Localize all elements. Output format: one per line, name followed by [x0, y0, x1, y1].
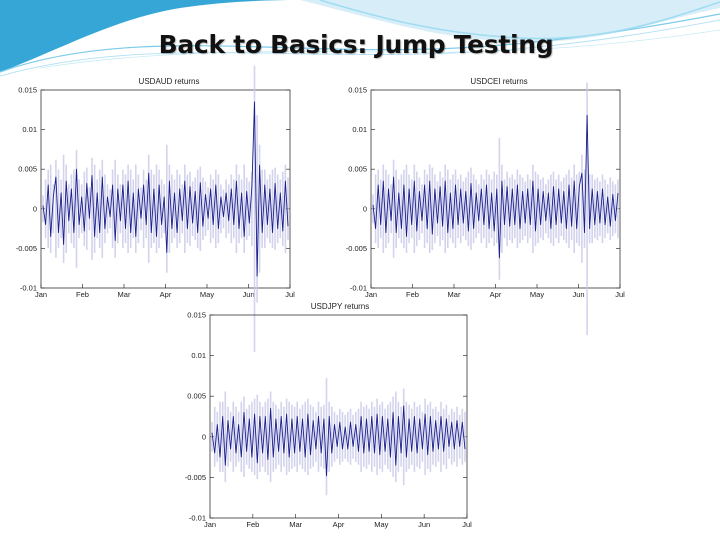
series-group	[42, 65, 289, 352]
y-tick-label: 0	[202, 432, 206, 441]
x-tick-label: Jun	[572, 290, 584, 299]
y-tick-label: 0.005	[348, 165, 367, 174]
series-group	[372, 82, 619, 336]
y-tick-label: -0.01	[20, 284, 37, 293]
x-tick-label: Mar	[448, 290, 461, 299]
y-tick-label: 0	[363, 204, 367, 213]
y-tick-label: 0.01	[191, 351, 206, 360]
chart-usdjpy: USDJPY returns 0.015 0.01 0.005 0 -0.005 -0.0…	[185, 302, 472, 530]
x-tick-label: Jul	[615, 290, 625, 299]
x-tick-label: Jul	[462, 520, 472, 529]
x-tick-label: Jan	[365, 290, 377, 299]
y-tick-label: -0.005	[16, 244, 37, 253]
x-tick-label: Jun	[418, 520, 430, 529]
y-tick-label: 0.015	[18, 86, 37, 95]
slide-title: Back to Basics: Jump Testing	[158, 30, 554, 59]
x-tick-label: Jun	[242, 290, 254, 299]
y-tick-label: -0.01	[350, 284, 367, 293]
x-tick-label: Mar	[289, 520, 302, 529]
y-tick-label: 0.015	[187, 311, 206, 320]
series-group	[211, 378, 466, 496]
y-tick-label: -0.01	[189, 514, 206, 523]
y-tick-label: 0.015	[348, 86, 367, 95]
series-line	[211, 405, 466, 477]
y-tick-label: -0.005	[346, 244, 367, 253]
chart-usdcei: USDCEI returns 0.015 0.01 0.005 0 -0.005 -0.0…	[346, 77, 625, 336]
y-tick-label: 0.005	[18, 165, 37, 174]
x-tick-label: May	[374, 520, 388, 529]
chart-panel-usdcei: USDCEI returns 0.015 0.01 0.005 0 -0.005 -0.0…	[334, 76, 634, 336]
x-tick-label: Jul	[285, 290, 295, 299]
x-tick-label: Apr	[490, 290, 502, 299]
header-swoosh-decoration	[0, 0, 720, 77]
chart-title: USDAUD returns	[139, 77, 200, 86]
y-tick-label: 0	[33, 204, 37, 213]
x-tick-label: May	[530, 290, 544, 299]
y-tick-label: 0.01	[352, 125, 367, 134]
series-noise-band	[211, 378, 466, 496]
x-tick-label: Jan	[204, 520, 216, 529]
x-tick-label: Jan	[35, 290, 47, 299]
x-tick-label: Apr	[333, 520, 345, 529]
chart-usdaud: USDAUD returns 0.015 0.01 0.005 0 -0.005 -0.0…	[16, 65, 295, 352]
series-line	[42, 101, 289, 277]
y-tick-label: 0.01	[22, 125, 37, 134]
chart-title: USDCEI returns	[470, 77, 527, 86]
x-tick-label: May	[200, 290, 214, 299]
y-tick-label: -0.005	[185, 473, 206, 482]
chart-panel-usdjpy: USDJPY returns 0.015 0.01 0.005 0 -0.005 -0.0…	[175, 299, 475, 529]
y-tick-label: 0.005	[187, 392, 206, 401]
x-tick-label: Apr	[160, 290, 172, 299]
series-line	[372, 114, 619, 259]
x-tick-label: Mar	[118, 290, 131, 299]
chart-panel-usdaud: USDAUD returns 0.015 0.01 0.005 0 -0.005 -0.0…	[4, 65, 304, 352]
x-tick-label: Feb	[76, 290, 89, 299]
chart-title: USDJPY returns	[311, 302, 370, 311]
x-tick-label: Feb	[406, 290, 419, 299]
x-tick-label: Feb	[246, 520, 259, 529]
